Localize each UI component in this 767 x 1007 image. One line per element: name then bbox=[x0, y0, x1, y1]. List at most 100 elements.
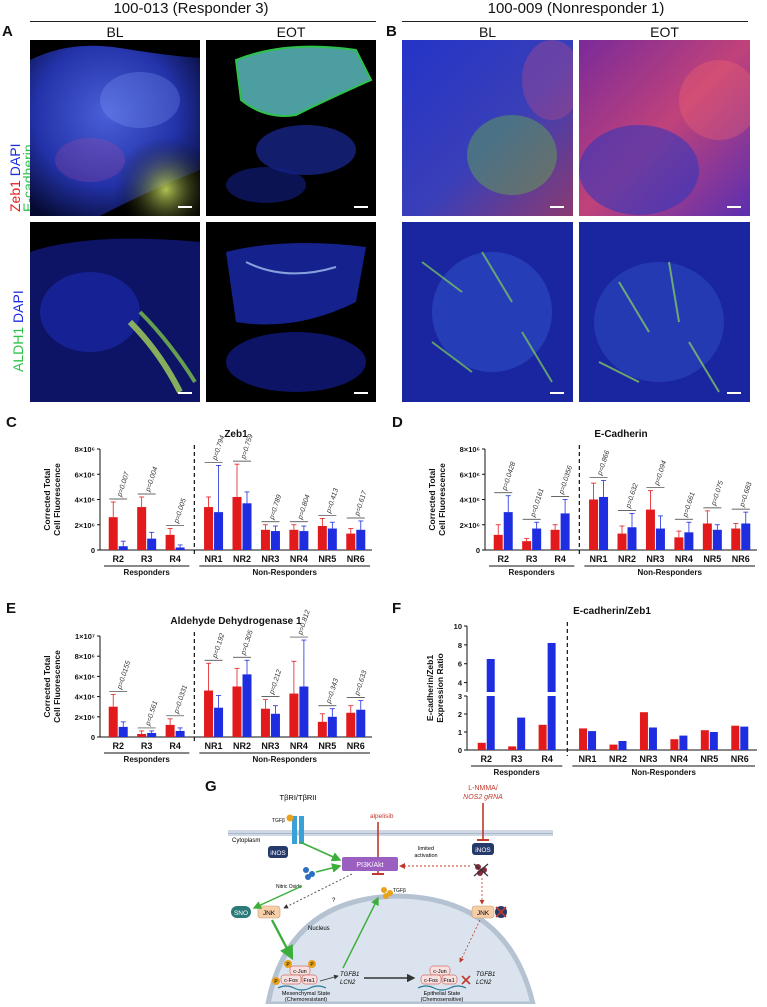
group-underline-left bbox=[30, 21, 376, 22]
bar bbox=[165, 724, 175, 737]
pvalue-label: p=0.305 bbox=[240, 629, 255, 656]
inos-left-label: iNOS bbox=[270, 850, 286, 857]
tgfb-secreted-label: TGFβ bbox=[393, 888, 406, 894]
bar bbox=[700, 730, 709, 750]
phospho-label-2: P bbox=[310, 962, 314, 968]
cfos-right-box bbox=[420, 974, 442, 985]
tgfb1-left-label: TGFB1 bbox=[340, 972, 359, 978]
tgfb-secreted-icon bbox=[381, 887, 387, 893]
inos-right-box bbox=[472, 843, 494, 855]
chart-aldh1: Aldehyde Dehydrogenase 1 Corrected Total C… bbox=[20, 592, 382, 782]
bar bbox=[627, 527, 637, 550]
x-tick-label: NR5 bbox=[703, 554, 721, 564]
dna-left-icon bbox=[277, 985, 327, 991]
group-label-responders: Responders bbox=[124, 568, 171, 577]
cfos-left-label: c-Fos bbox=[284, 978, 298, 984]
pvalue-label: p=0.789 bbox=[268, 494, 283, 521]
receptor-label: TβRI/TβRII bbox=[280, 793, 317, 802]
x-tick-label: R2 bbox=[497, 554, 509, 564]
chart-ecadherin: E-Cadherin Corrected Total Cell Fluorescen… bbox=[405, 405, 767, 595]
bar bbox=[147, 538, 157, 550]
bar bbox=[655, 528, 665, 550]
col-label-eot-a: EOT bbox=[276, 24, 306, 40]
bar bbox=[346, 533, 356, 550]
group-underline-right bbox=[402, 21, 748, 22]
y-tick-label: 2×10⁶ bbox=[460, 521, 480, 530]
pvalue-label: p=0.004 bbox=[145, 466, 160, 493]
activation-label: activation bbox=[414, 853, 437, 859]
pvalue-group: p=0.004 bbox=[145, 466, 160, 493]
chart-title: Zeb1 bbox=[224, 429, 248, 440]
bar bbox=[560, 513, 570, 550]
bar-lower-part bbox=[486, 696, 495, 750]
chart-zeb1-svg: Zeb1 Corrected Total Cell Fluorescence 0 2×1… bbox=[42, 429, 372, 577]
bar bbox=[508, 746, 517, 750]
fra1-right-label: Fra1 bbox=[443, 978, 454, 984]
bar bbox=[740, 726, 749, 750]
pi3k-box bbox=[342, 857, 398, 871]
bar bbox=[327, 528, 337, 550]
pvalue-group: p=0.561 bbox=[145, 700, 160, 727]
y-axis-label-line1: Corrected Total bbox=[42, 468, 52, 530]
pvalue-group: p=0.789 bbox=[268, 494, 283, 521]
pvalue-label: p=0.0155 bbox=[116, 660, 132, 691]
group-label-responders: Responders bbox=[124, 755, 171, 764]
bar bbox=[538, 724, 547, 750]
pvalue-group: p=0.866 bbox=[596, 450, 611, 477]
bar bbox=[712, 529, 722, 550]
y-tick-label: 8 bbox=[458, 641, 462, 650]
panel-label-a: A bbox=[2, 23, 13, 40]
bar bbox=[346, 712, 356, 737]
pvalue-label: p=0.0331 bbox=[173, 684, 189, 715]
y-axis-label-line1: E-cadherin/Zeb1 bbox=[425, 655, 435, 721]
bar bbox=[645, 509, 655, 550]
pvalue-label: p=0.683 bbox=[739, 481, 754, 508]
bar bbox=[165, 534, 175, 550]
x-tick-label: NR6 bbox=[347, 554, 365, 564]
bar bbox=[684, 532, 694, 550]
cjun-left-box bbox=[289, 965, 311, 976]
y-axis-label-line1: Corrected Total bbox=[427, 468, 437, 530]
pvalue-group: p=0.094 bbox=[653, 460, 668, 487]
bar bbox=[618, 741, 627, 750]
bar bbox=[477, 742, 486, 750]
nucleus-label: Nucleus bbox=[308, 926, 330, 932]
chart-zeb1: Zeb1 Corrected Total Cell Fluorescence 0 2×1… bbox=[20, 405, 382, 595]
pi3k-label: PI3K/Akt bbox=[356, 862, 383, 869]
panel-label-d: D bbox=[392, 414, 403, 431]
pvalue-label: p=0.0428 bbox=[501, 461, 517, 492]
tgfb1-right-label: TGFB1 bbox=[476, 972, 495, 978]
pvalue-label: p=0.794 bbox=[211, 435, 226, 462]
lcn2-left-label: LCN2 bbox=[340, 980, 356, 986]
pvalue-group: p=0.632 bbox=[625, 482, 640, 509]
bar bbox=[589, 499, 599, 550]
phospho-label-3: P bbox=[274, 979, 278, 985]
pvalue-label: p=0.192 bbox=[211, 632, 226, 659]
pvalue-label: p=0.617 bbox=[354, 489, 369, 517]
y-tick-label: 2×10⁶ bbox=[75, 713, 95, 722]
x-tick-label: NR2 bbox=[233, 554, 251, 564]
bar bbox=[517, 717, 526, 750]
y-tick-label: 8×10⁶ bbox=[460, 445, 480, 454]
chemoresistant-label: (Chemoresistant) bbox=[285, 997, 327, 1003]
cfos-left-box bbox=[280, 974, 302, 985]
micrograph-nonresponder-bl-aldh1 bbox=[402, 222, 573, 402]
bar-upper-part bbox=[486, 659, 495, 692]
x-tick-label: R3 bbox=[526, 554, 538, 564]
pvalue-group: p=0.305 bbox=[240, 629, 255, 656]
x-tick-label: R4 bbox=[554, 554, 566, 564]
y-tick-label: 8×10⁶ bbox=[75, 445, 95, 454]
pvalue-group: p=0.212 bbox=[268, 669, 283, 696]
x-tick-label: NR2 bbox=[233, 741, 251, 751]
x-tick-label: NR3 bbox=[261, 741, 279, 751]
phospho-icon bbox=[284, 960, 292, 968]
y-tick-label: 3 bbox=[458, 692, 462, 701]
bar bbox=[522, 541, 532, 550]
bar bbox=[327, 716, 337, 737]
y-tick-label: 6×10⁶ bbox=[75, 672, 95, 681]
inos-right-label: iNOS bbox=[475, 847, 491, 854]
bar bbox=[299, 531, 309, 550]
bar bbox=[503, 512, 513, 550]
bar bbox=[648, 727, 657, 750]
group-label-nonresponders: Non-Responders bbox=[631, 768, 696, 777]
